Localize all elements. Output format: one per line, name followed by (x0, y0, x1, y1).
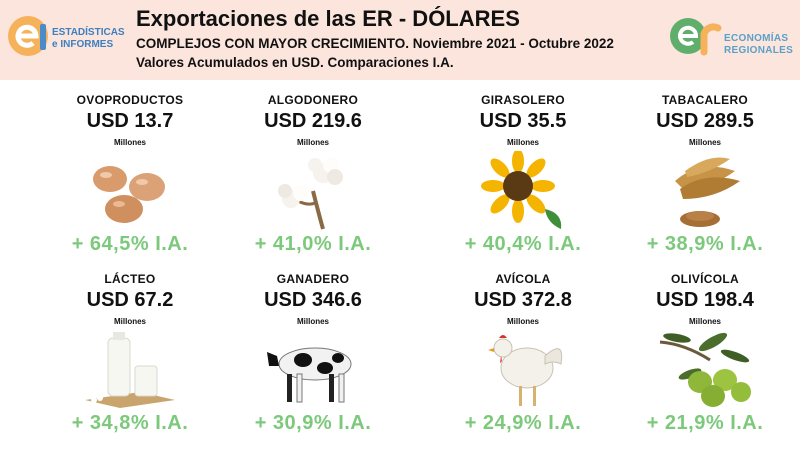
cow-icon (267, 347, 352, 403)
estadisticas-informes-logo: ESTADÍSTICAS e INFORMES (6, 12, 125, 60)
page-title: Exportaciones de las ER - DÓLARES (136, 6, 520, 31)
logo-left-line1: ESTADÍSTICAS (52, 27, 125, 38)
card-growth: + 38,9% I.A. (646, 233, 764, 255)
card-value: USD 372.8 (474, 289, 572, 311)
logo-right-line2: REGIONALES (724, 45, 794, 56)
card-algodonero: ALGODONERO USD 219.6 Millones + 41,0% I.… (218, 93, 408, 273)
page-subtitle-1: COMPLEJOS CON MAYOR CRECIMIENTO. Noviemb… (136, 36, 614, 51)
card-lacteo: LÁCTEO USD 67.2 Millones + 34,8% I.A. (35, 272, 225, 452)
card-unit: Millones (113, 317, 146, 326)
card-tabacalero: TABACALERO USD 289.5 Millones + 38,9% I.… (610, 93, 800, 273)
card-value: USD 35.5 (479, 110, 567, 132)
card-name: OVOPRODUCTOS (76, 93, 184, 107)
card-growth: + 24,9% I.A. (464, 412, 582, 434)
card-name: ALGODONERO (267, 93, 359, 107)
card-value: USD 198.4 (656, 289, 754, 311)
card-name: LÁCTEO (104, 272, 156, 286)
page-subtitle-2: Valores Acumulados en USD. Comparaciones… (136, 55, 454, 70)
card-avicola: AVÍCOLA USD 372.8 Millones + 24,9% I.A. (428, 272, 618, 452)
card-growth: + 64,5% I.A. (71, 233, 189, 255)
sunflower-icon (481, 151, 562, 229)
card-ganadero: GANADERO USD 346.6 Millones + 30,9% I.A. (218, 272, 408, 452)
card-name: TABACALERO (661, 93, 749, 107)
card-unit: Millones (113, 138, 146, 147)
card-value: USD 289.5 (656, 110, 754, 132)
card-value: USD 67.2 (86, 289, 174, 311)
eggs-icon (93, 166, 165, 223)
card-name: GANADERO (276, 272, 350, 286)
card-unit: Millones (506, 138, 539, 147)
er-logo-icon (670, 18, 722, 56)
card-unit: Millones (296, 138, 329, 147)
chicken-icon (488, 335, 563, 406)
card-unit: Millones (688, 317, 721, 326)
card-value: USD 13.7 (86, 110, 174, 132)
card-value: USD 219.6 (264, 110, 362, 132)
olive-icon (659, 332, 751, 407)
card-name: GIRASOLERO (481, 93, 565, 107)
header-banner: ESTADÍSTICAS e INFORMES Exportaciones de… (0, 0, 800, 80)
card-girasolero: GIRASOLERO USD 35.5 Millones + 40,4% I.A… (428, 93, 618, 273)
card-ovoproductos: OVOPRODUCTOS USD 13.7 Millones + 64,5% I… (35, 93, 225, 273)
card-growth: + 40,4% I.A. (464, 233, 582, 255)
card-name: AVÍCOLA (495, 272, 551, 286)
card-growth: + 30,9% I.A. (254, 412, 372, 434)
card-unit: Millones (296, 317, 329, 326)
economias-regionales-logo: ECONOMÍAS REGIONALES (668, 12, 796, 60)
ei-logo-icon (8, 16, 48, 56)
card-growth: + 41,0% I.A. (254, 233, 372, 255)
card-value: USD 346.6 (264, 289, 362, 311)
cotton-icon (278, 157, 343, 230)
card-growth: + 21,9% I.A. (646, 412, 764, 434)
card-olivicola: OLIVÍCOLA USD 198.4 Millones + 21,9% I.A… (610, 272, 800, 452)
card-growth: + 34,8% I.A. (71, 412, 189, 434)
card-name: OLIVÍCOLA (670, 272, 740, 286)
logo-left-line2: e INFORMES (52, 39, 114, 50)
tobacco-icon (675, 157, 740, 227)
milk-icon (85, 332, 175, 408)
logo-right-line1: ECONOMÍAS (724, 33, 789, 44)
card-unit: Millones (688, 138, 721, 147)
card-unit: Millones (506, 317, 539, 326)
